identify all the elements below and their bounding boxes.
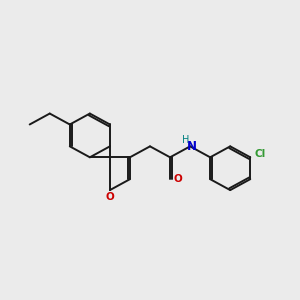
Text: O: O [106, 192, 114, 202]
Text: Cl: Cl [255, 149, 266, 159]
Text: N: N [187, 140, 197, 153]
Text: H: H [182, 135, 189, 145]
Text: O: O [174, 174, 182, 184]
